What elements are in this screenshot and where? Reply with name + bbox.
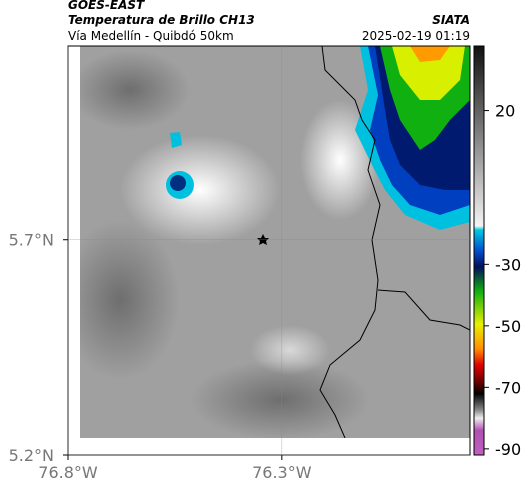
region: Vía Medellín - Quibdó 50km xyxy=(68,29,234,43)
source: SIATA xyxy=(432,13,470,27)
colorbar-tick-label: -90 xyxy=(495,440,521,459)
datetime: 2025-02-19 01:19 xyxy=(362,29,470,43)
colorbar-tick-label: 20 xyxy=(495,102,515,121)
subtitle: Temperatura de Brillo CH13 xyxy=(68,13,255,27)
colorbar-tick-label: -30 xyxy=(495,255,521,274)
x-tick-label: 76.8°W xyxy=(38,463,98,482)
satellite-image xyxy=(80,46,470,438)
colorbar-tick-label: -50 xyxy=(495,317,521,336)
colorbar-tick-label: -70 xyxy=(495,378,521,397)
y-tick-label: 5.7°N xyxy=(9,231,54,250)
y-tick-label: 5.2°N xyxy=(9,446,54,465)
title: GOES-EAST xyxy=(68,0,145,12)
x-tick-label: 76.3°W xyxy=(252,463,312,482)
colorbar xyxy=(473,45,485,456)
